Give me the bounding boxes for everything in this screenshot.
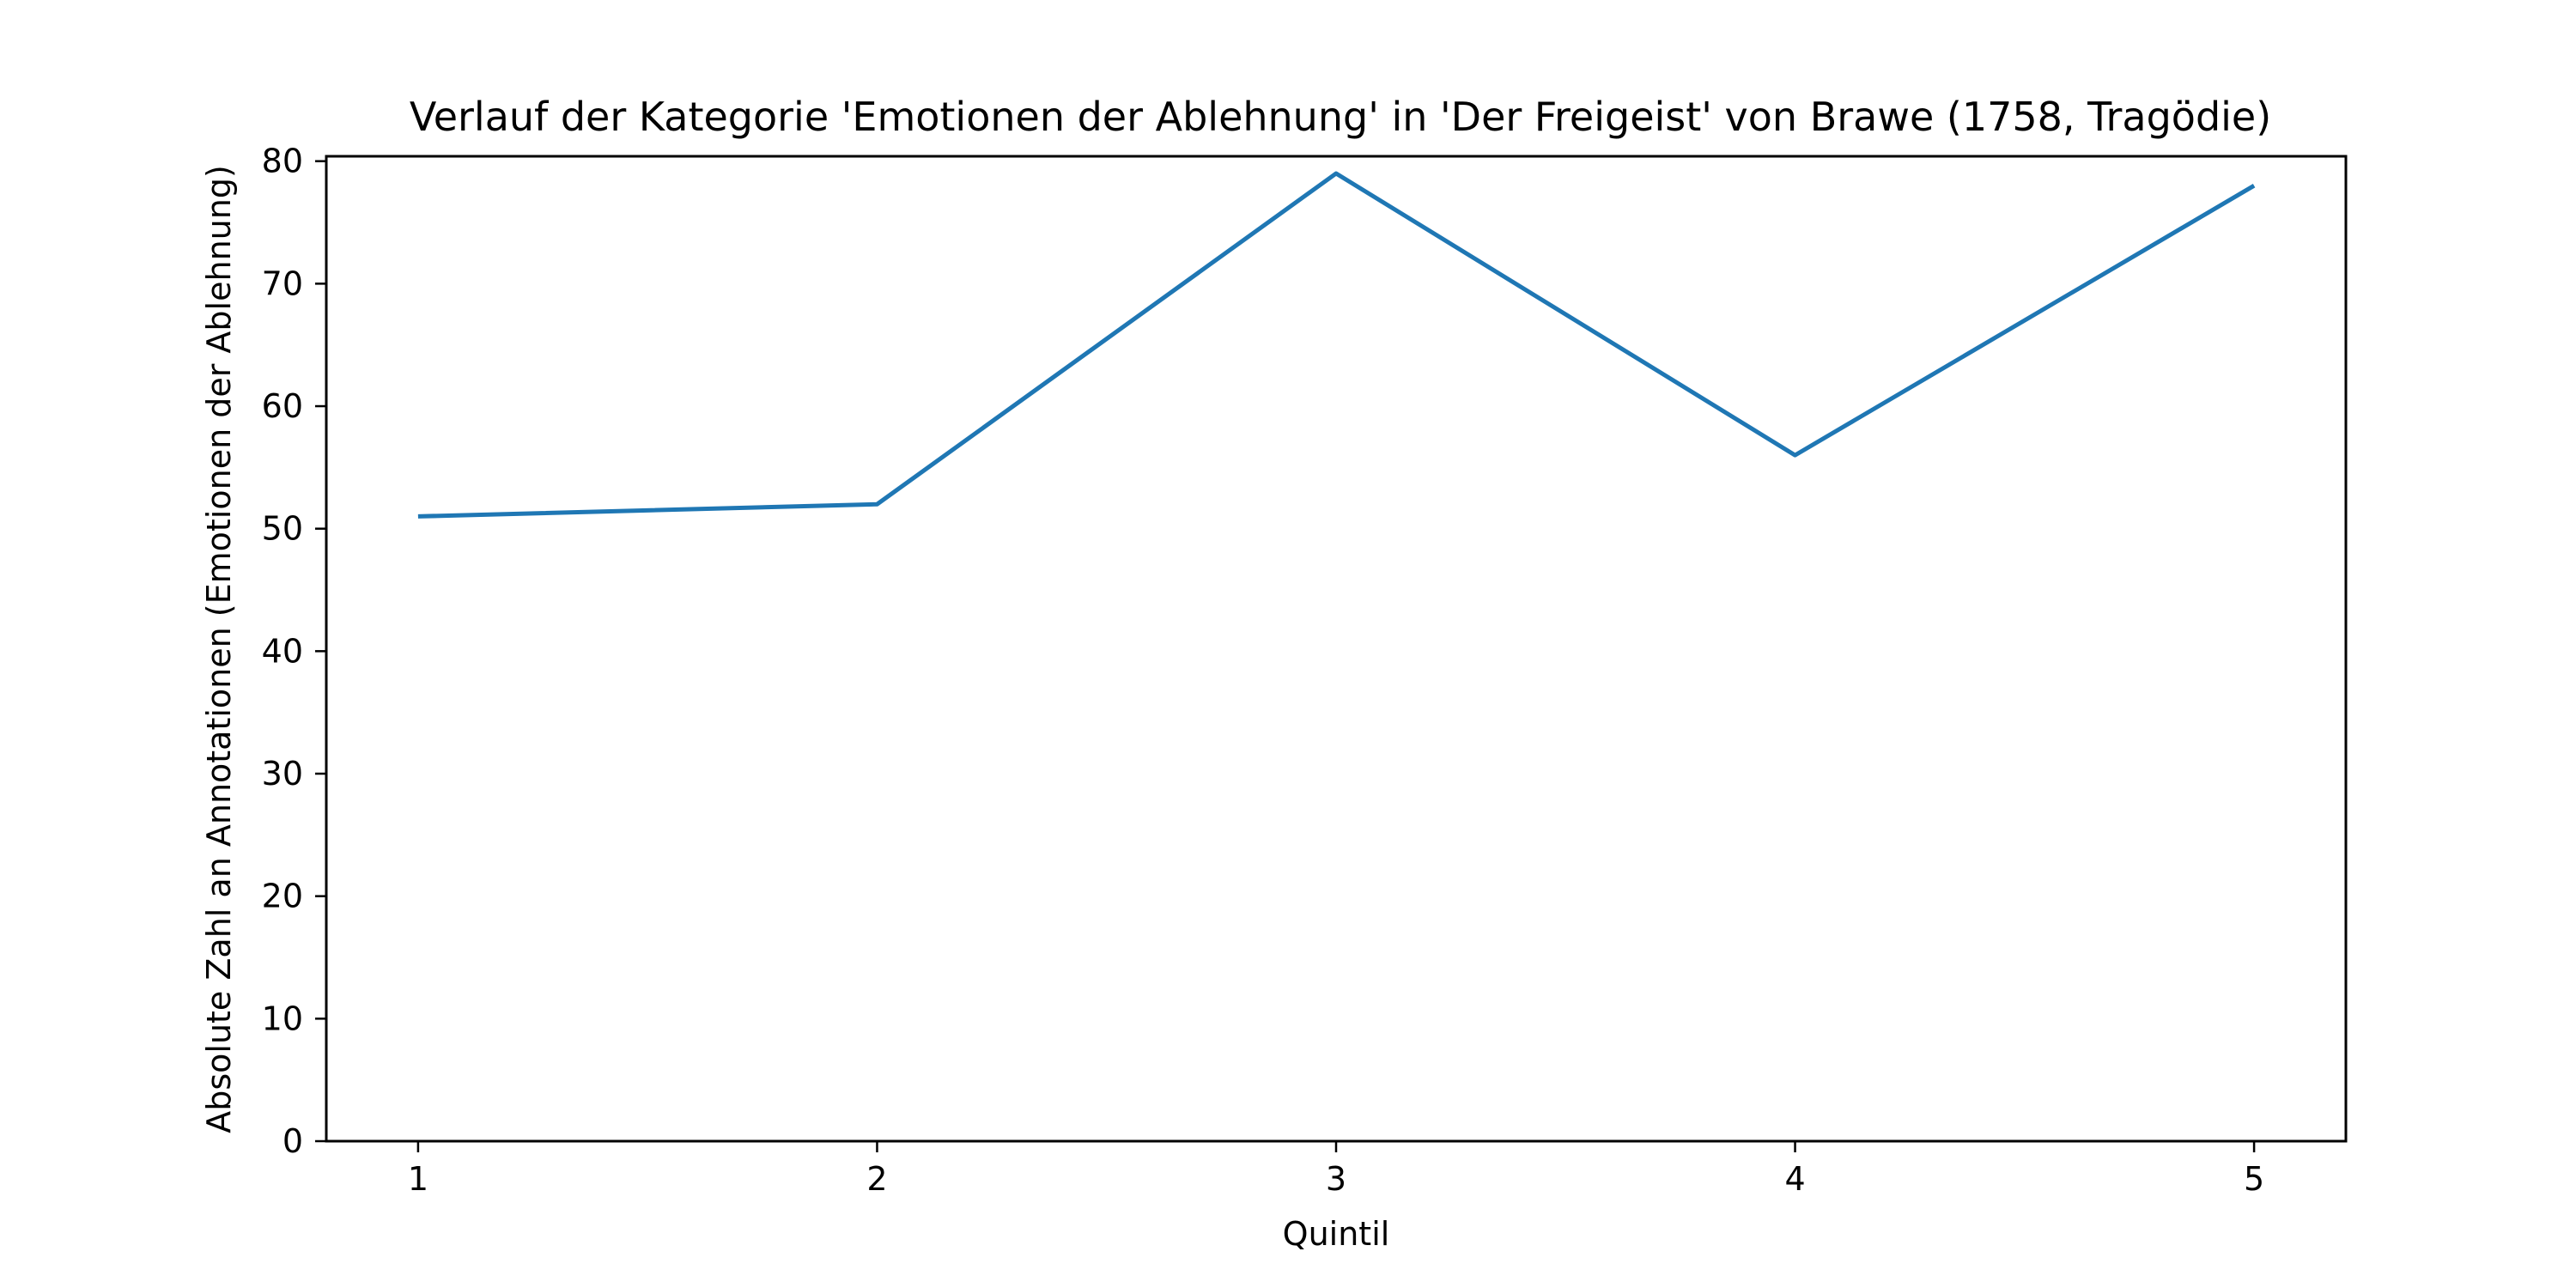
y-tick-label: 70 [262, 264, 303, 302]
y-tick-label: 20 [262, 878, 303, 915]
y-axis: 0 10 20 30 40 50 60 70 80 [262, 143, 326, 1160]
x-tick-label: 2 [866, 1160, 887, 1198]
y-tick-label: 40 [262, 632, 303, 670]
x-axis-label: Quintil [1283, 1215, 1390, 1253]
y-axis-label: Absolute Zahl an Annotationen (Emotionen… [200, 165, 238, 1133]
x-tick-label: 5 [2244, 1160, 2264, 1198]
x-tick-label: 4 [1784, 1160, 1805, 1198]
y-tick-label: 10 [262, 999, 303, 1037]
y-tick-label: 80 [262, 143, 303, 180]
x-tick-label: 3 [1326, 1160, 1346, 1198]
plot-area [417, 171, 2256, 519]
y-tick-label: 0 [283, 1122, 303, 1160]
series-line-1 [417, 171, 2256, 519]
y-tick-label: 30 [262, 755, 303, 793]
y-tick-label: 60 [262, 387, 303, 425]
x-axis: 1 2 3 4 5 [408, 1141, 2264, 1198]
x-tick-label: 1 [408, 1160, 428, 1198]
chart-title: Verlauf der Kategorie 'Emotionen der Abl… [410, 94, 2271, 140]
y-tick-label: 50 [262, 510, 303, 548]
